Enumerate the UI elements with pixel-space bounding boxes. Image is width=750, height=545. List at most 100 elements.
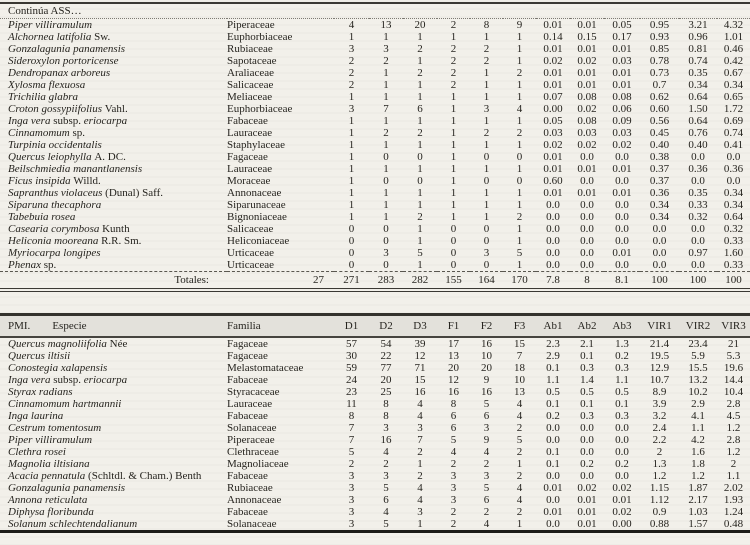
species-name: Gonzalagunia panamensis bbox=[8, 482, 126, 494]
value-cell: 1 bbox=[516, 458, 523, 470]
value-cell: 7 bbox=[348, 434, 355, 446]
value-cell: 0.34 bbox=[649, 199, 670, 211]
value-cell: 5.3 bbox=[726, 350, 741, 362]
value-cell: 1.4 bbox=[580, 374, 594, 386]
value-cell: 1 bbox=[516, 31, 523, 43]
family-name: Piperaceae bbox=[227, 434, 275, 446]
value-cell: 1 bbox=[383, 31, 389, 43]
value-cell: 0.35 bbox=[688, 187, 708, 199]
value-cell: 0.0 bbox=[726, 151, 741, 163]
totals-value-cell: 8 bbox=[570, 271, 604, 290]
table-row: Quercus iltisii Fagaceae 30 22 12 13 10 7 2.9 0.1… bbox=[0, 350, 750, 362]
value-cell: 23.4 bbox=[688, 338, 708, 350]
totals-value-cell: 283 bbox=[369, 271, 403, 290]
value-cell: 1 bbox=[348, 139, 355, 151]
value-cell: 1 bbox=[383, 67, 389, 79]
value-cell: 0.17 bbox=[612, 31, 632, 43]
value-cell: 3 bbox=[483, 422, 490, 434]
species-name: Piper villiramulum bbox=[8, 434, 93, 446]
table-row: Acacia pennatula (Schltdl. & Cham.) Bent… bbox=[0, 470, 750, 482]
value-cell: 2 bbox=[516, 211, 523, 223]
value-cell: 3 bbox=[383, 43, 389, 55]
table-row: Sideroxylon portoricense Sapotaceae 2 2 1 2 2 1… bbox=[0, 55, 750, 67]
value-cell: 1.2 bbox=[652, 470, 667, 482]
value-cell: 0.0 bbox=[580, 446, 594, 458]
value-cell: 0.0 bbox=[580, 259, 594, 271]
value-cell: 4 bbox=[483, 446, 490, 458]
value-cell: 0.01 bbox=[543, 482, 563, 494]
species-name: Sapranthus violaceus (Dunal) Saff. bbox=[8, 187, 164, 199]
value-cell: 0.64 bbox=[723, 211, 744, 223]
value-cell: 0.1 bbox=[580, 350, 594, 362]
family-name: Annonaceae bbox=[227, 187, 282, 199]
value-cell: 0.0 bbox=[580, 211, 594, 223]
value-cell: 2 bbox=[516, 67, 523, 79]
table-continuation-label: Continúa ASS… bbox=[0, 3, 750, 19]
value-cell: 3 bbox=[348, 103, 355, 115]
value-cell: 2 bbox=[516, 470, 523, 482]
value-cell: 0.0 bbox=[615, 223, 629, 235]
value-cell: 1.12 bbox=[649, 494, 670, 506]
value-cell: 2 bbox=[383, 458, 389, 470]
species-name: Quercus magnoliifolia Née bbox=[8, 338, 128, 350]
family-name: Fabaceae bbox=[227, 115, 268, 127]
value-cell: 1 bbox=[450, 163, 457, 175]
value-cell: 1 bbox=[417, 163, 423, 175]
value-cell: 1 bbox=[516, 223, 523, 235]
value-cell: 5 bbox=[348, 446, 355, 458]
column-header-d2: D2 bbox=[369, 314, 403, 338]
family-name: Euphorbiaceae bbox=[227, 31, 293, 43]
value-cell: 0.3 bbox=[580, 362, 594, 374]
totals-value-cell: 100 bbox=[679, 271, 717, 290]
value-cell: 12.9 bbox=[649, 362, 670, 374]
species-name: Casearia corymbosa Kunth bbox=[8, 223, 130, 235]
value-cell: 0.32 bbox=[723, 223, 744, 235]
value-cell: 0.01 bbox=[612, 494, 632, 506]
species-name: Beilschmiedia manantlanensis bbox=[8, 163, 143, 175]
value-cell: 0.07 bbox=[543, 91, 563, 103]
value-cell: 0.0 bbox=[615, 199, 629, 211]
value-cell: 0.2 bbox=[580, 458, 594, 470]
value-cell: 1 bbox=[417, 518, 423, 530]
family-name: Urticaceae bbox=[227, 259, 275, 271]
value-cell: 57 bbox=[346, 338, 357, 350]
value-cell: 1 bbox=[483, 115, 490, 127]
value-cell: 16 bbox=[380, 434, 392, 446]
value-cell: 0.01 bbox=[543, 43, 563, 55]
value-cell: 14.4 bbox=[723, 374, 744, 386]
value-cell: 0.02 bbox=[543, 55, 563, 67]
table-row: Beilschmiedia manantlanensis Lauraceae 1 1 1… bbox=[0, 163, 750, 175]
value-cell: 13 bbox=[514, 386, 525, 398]
value-cell: 1 bbox=[516, 55, 523, 67]
value-cell: 0 bbox=[483, 223, 490, 235]
value-cell: 2 bbox=[483, 55, 490, 67]
value-cell: 3 bbox=[450, 470, 457, 482]
value-cell: 2.3 bbox=[546, 338, 560, 350]
value-cell: 0.3 bbox=[615, 410, 629, 422]
value-cell: 1.93 bbox=[723, 494, 744, 506]
species-name: Diphysa floribunda bbox=[8, 506, 94, 518]
value-cell: 0 bbox=[348, 223, 355, 235]
value-cell: 5 bbox=[483, 398, 490, 410]
value-cell: 2 bbox=[417, 127, 423, 139]
value-cell: 6 bbox=[450, 410, 457, 422]
value-cell: 0.01 bbox=[612, 79, 632, 91]
value-cell: 0.34 bbox=[723, 199, 744, 211]
family-name: Melastomataceae bbox=[227, 362, 304, 374]
value-cell: 4 bbox=[383, 446, 389, 458]
totals-value-cell: 164 bbox=[470, 271, 503, 290]
value-cell: 0 bbox=[383, 151, 389, 163]
value-cell: 1.8 bbox=[691, 458, 705, 470]
value-cell: 59 bbox=[346, 362, 357, 374]
value-cell: 0.0 bbox=[652, 223, 667, 235]
value-cell: 19.5 bbox=[649, 350, 670, 362]
value-cell: 1 bbox=[483, 31, 490, 43]
value-cell: 0.46 bbox=[723, 43, 744, 55]
value-cell: 0.1 bbox=[546, 446, 560, 458]
value-cell: 1.72 bbox=[723, 103, 744, 115]
value-cell: 0.0 bbox=[615, 470, 629, 482]
value-cell: 0.0 bbox=[580, 434, 594, 446]
value-cell: 0.5 bbox=[615, 386, 629, 398]
value-cell: 77 bbox=[380, 362, 392, 374]
value-cell: 0.2 bbox=[546, 410, 560, 422]
